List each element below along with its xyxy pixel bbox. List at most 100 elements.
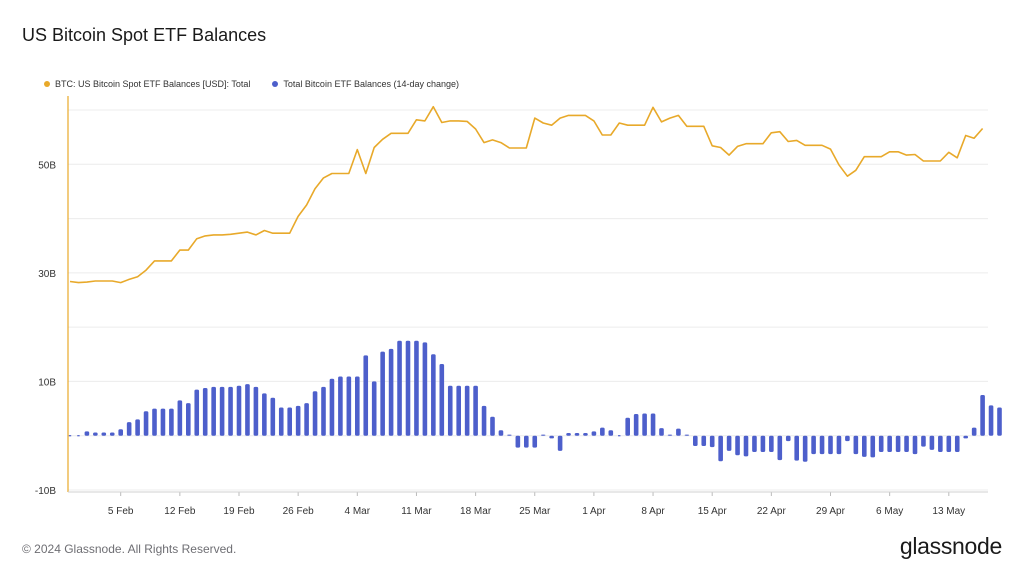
change-bar	[574, 433, 580, 436]
change-bar	[836, 435, 842, 455]
change-bar	[262, 393, 267, 436]
change-bar	[422, 342, 428, 436]
change-bar	[439, 364, 445, 436]
change-bar	[169, 408, 174, 436]
legend-dot-icon	[272, 81, 279, 87]
change-bar	[321, 386, 326, 436]
change-bar	[109, 432, 115, 436]
change-bar	[954, 435, 960, 452]
change-bar	[946, 435, 952, 452]
x-tick-label: 6 May	[876, 506, 903, 517]
change-bar	[988, 405, 994, 436]
change-bar	[270, 397, 276, 436]
change-bar	[726, 435, 732, 451]
change-bar	[904, 435, 909, 452]
change-bar	[921, 435, 926, 447]
change-bar	[862, 435, 867, 457]
change-bar	[633, 414, 639, 436]
change-bar	[600, 427, 605, 436]
change-bar	[735, 435, 740, 456]
change-bar	[219, 386, 225, 436]
change-bar	[777, 435, 783, 461]
change-bar	[549, 435, 554, 439]
y-tick-label: 30B	[38, 269, 56, 280]
change-bar	[591, 431, 597, 436]
change-bar	[583, 433, 588, 436]
change-bar	[143, 411, 149, 436]
change-bar	[202, 387, 208, 436]
legend-item-balance[interactable]: BTC: US Bitcoin Spot ETF Balances [USD]:…	[44, 79, 250, 89]
change-bar	[895, 435, 901, 452]
change-bar	[160, 408, 166, 436]
change-bar	[329, 378, 335, 436]
change-bar	[498, 430, 504, 436]
change-bar	[743, 435, 749, 457]
change-bar	[456, 385, 461, 436]
change-bar	[752, 435, 757, 452]
change-bar	[878, 435, 884, 452]
change-bar	[676, 428, 681, 436]
change-bar	[642, 413, 647, 436]
x-axis: 5 Feb 12 Feb 19 Feb 26 Feb 4 Mar 11 Mar 18 Mar…	[108, 492, 965, 517]
glassnode-logo[interactable]: glassnode	[899, 533, 1002, 559]
change-bar	[802, 435, 808, 462]
change-bar	[481, 405, 487, 436]
change-bar	[659, 428, 664, 436]
change-bar	[363, 355, 369, 436]
change-bar	[304, 403, 309, 436]
change-bar	[709, 435, 715, 448]
change-bar	[650, 413, 656, 436]
y-tick-label: 10B	[38, 377, 56, 388]
x-tick-label: 4 Mar	[345, 506, 371, 517]
change-bar	[253, 386, 259, 436]
change-bar	[828, 435, 833, 455]
change-bars	[68, 340, 1002, 462]
change-bar	[84, 431, 90, 436]
change-bar	[557, 435, 563, 451]
x-tick-label: 1 Apr	[582, 506, 606, 517]
change-bar	[490, 416, 495, 436]
change-bar	[870, 435, 876, 458]
x-tick-label: 12 Feb	[164, 506, 196, 517]
change-bar	[938, 435, 943, 452]
x-tick-label: 11 Mar	[401, 506, 432, 517]
change-bar	[278, 407, 284, 436]
change-bar	[608, 430, 614, 436]
y-tick-label: 50B	[38, 160, 56, 171]
change-bar	[618, 435, 621, 437]
change-bar	[228, 386, 233, 436]
change-bar	[625, 417, 630, 436]
change-bar	[312, 391, 318, 436]
change-bar	[414, 340, 419, 436]
change-bar	[431, 354, 436, 436]
change-bar	[355, 376, 360, 436]
x-tick-label: 29 Apr	[816, 506, 846, 517]
legend-dot-icon	[44, 81, 50, 87]
change-bar	[77, 435, 80, 437]
legend-label-balance: BTC: US Bitcoin Spot ETF Balances [USD]:…	[55, 79, 251, 89]
change-bar	[507, 434, 512, 436]
change-bar	[684, 434, 690, 436]
change-bar	[68, 435, 72, 437]
change-bar	[794, 435, 799, 461]
change-bar	[152, 408, 157, 436]
change-bar	[667, 434, 673, 436]
change-bar	[769, 435, 774, 452]
change-bar	[194, 389, 200, 436]
change-bar	[971, 427, 977, 436]
change-bar	[295, 405, 301, 436]
x-tick-label: 19 Feb	[223, 506, 255, 517]
change-bar	[473, 385, 478, 436]
change-bar	[236, 385, 242, 436]
x-tick-label: 22 Apr	[757, 506, 787, 517]
chart-title: US Bitcoin Spot ETF Balances	[22, 25, 267, 45]
legend-item-change[interactable]: Total Bitcoin ETF Balances (14-day chang…	[272, 79, 459, 89]
change-bar	[760, 435, 766, 452]
change-bar	[819, 435, 825, 455]
y-tick-label: -10B	[35, 486, 56, 497]
change-bar	[93, 432, 98, 436]
change-bar	[701, 435, 707, 447]
change-bar	[211, 386, 216, 436]
change-bar	[397, 340, 402, 436]
